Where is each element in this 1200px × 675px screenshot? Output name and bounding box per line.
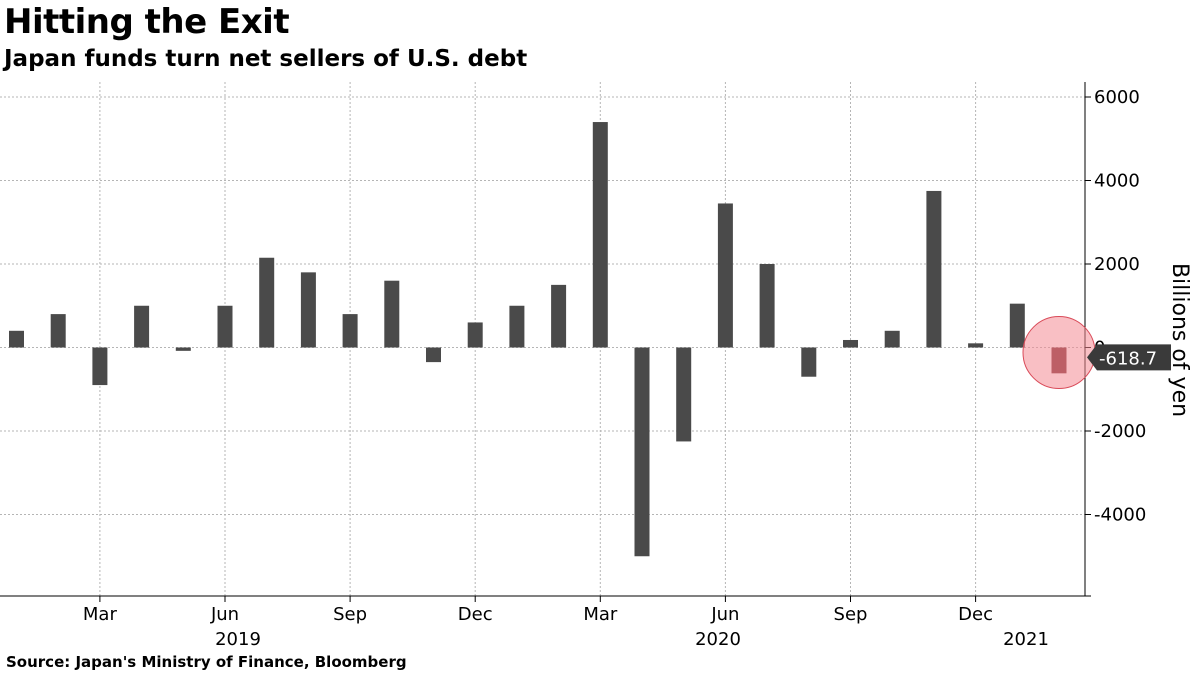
bar [926,190,942,348]
bar [634,347,650,557]
x-tick-label: Dec [458,604,493,625]
bar [217,305,233,348]
bar [175,347,191,351]
bar [300,272,316,348]
value-callout-label: -618.7 [1099,348,1157,369]
highlight-circle [1022,316,1096,389]
bar [467,322,483,348]
bar [9,330,24,348]
source-note: Source: Japan's Ministry of Finance, Blo… [6,653,407,671]
bars [9,122,1067,557]
bar [259,257,275,348]
x-tick-label: Mar [83,604,118,625]
y-tick-label: 2000 [1094,254,1140,275]
x-year-label: 2021 [1003,629,1049,650]
x-tick-label: Mar [583,604,618,625]
bar [717,203,733,348]
bar [509,305,525,348]
chart-title: Hitting the Exit [4,2,290,42]
bar [551,284,567,348]
x-year-label: 2019 [215,629,261,650]
chart-subtitle: Japan funds turn net sellers of U.S. deb… [4,46,528,72]
bar [384,280,400,348]
y-tick-label: 4000 [1094,171,1140,192]
x-tick-label: Jun [210,604,239,625]
bar [426,347,441,363]
bar [592,122,608,348]
bar [968,343,984,348]
y-tick-label: 6000 [1094,87,1140,108]
bar [1009,303,1025,348]
y-axis-title: Billions of yen [1167,263,1192,417]
bar [92,347,108,386]
x-tick-label: Sep [834,604,868,625]
highlight: -618.7 [1022,316,1171,389]
bar [676,347,692,442]
bar [50,314,66,348]
y-tick-label: -4000 [1094,505,1146,526]
y-tick-label: -2000 [1094,421,1146,442]
value-callout [1087,344,1171,371]
x-year-label: 2020 [695,629,741,650]
bar [843,339,858,348]
bar [342,314,358,348]
x-tick-label: Sep [333,604,367,625]
bar [884,330,900,348]
x-tick-label: Jun [710,604,739,625]
bar [801,347,817,377]
grid [0,82,1085,596]
x-tick-label: Dec [958,604,993,625]
bar [759,264,775,348]
bar [134,305,150,348]
